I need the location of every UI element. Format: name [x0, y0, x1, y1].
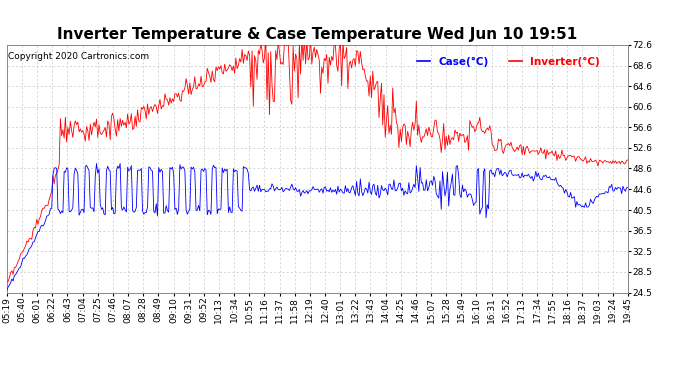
- Text: Copyright 2020 Cartronics.com: Copyright 2020 Cartronics.com: [8, 53, 148, 62]
- Legend: Case(°C), Inverter(°C): Case(°C), Inverter(°C): [413, 53, 604, 71]
- Title: Inverter Temperature & Case Temperature Wed Jun 10 19:51: Inverter Temperature & Case Temperature …: [57, 27, 578, 42]
